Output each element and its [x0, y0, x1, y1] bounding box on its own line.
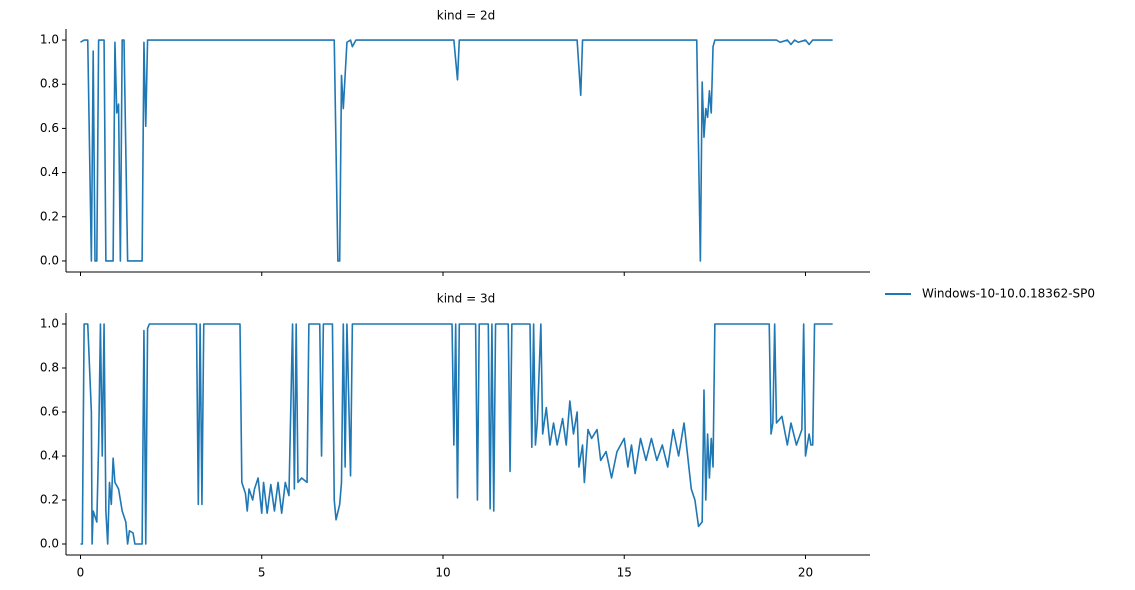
panel-title: kind = 2d	[437, 9, 495, 23]
x-tick-label: 20	[798, 566, 813, 580]
y-tick-label: 0.0	[40, 537, 59, 551]
y-tick-label: 1.0	[40, 33, 59, 47]
x-tick-label: 0	[77, 566, 85, 580]
y-tick-label: 0.2	[40, 209, 59, 223]
y-tick-label: 0.8	[40, 77, 59, 91]
y-tick-label: 0.4	[40, 449, 59, 463]
y-tick-label: 0.0	[40, 253, 59, 267]
y-tick-label: 0.6	[40, 405, 59, 419]
panel-title: kind = 3d	[437, 292, 495, 306]
y-tick-label: 0.6	[40, 121, 59, 135]
y-tick-label: 0.4	[40, 165, 59, 179]
line	[80, 39, 833, 262]
x-tick-label: 10	[435, 566, 450, 580]
legend-label: Windows-10-10.0.18362-SP0	[922, 287, 1095, 301]
y-tick-label: 0.2	[40, 493, 59, 507]
y-tick-label: 1.0	[40, 317, 59, 331]
x-tick-label: 5	[258, 566, 266, 580]
y-tick-label: 0.8	[40, 361, 59, 375]
x-tick-label: 15	[617, 566, 632, 580]
line	[80, 323, 833, 545]
